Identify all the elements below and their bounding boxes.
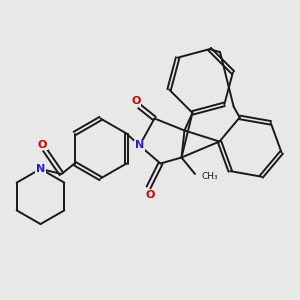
Text: O: O <box>131 95 141 106</box>
Text: N: N <box>36 164 45 174</box>
Text: CH₃: CH₃ <box>202 172 218 181</box>
Text: O: O <box>38 140 47 150</box>
Text: N: N <box>135 140 144 151</box>
Text: O: O <box>145 190 155 200</box>
